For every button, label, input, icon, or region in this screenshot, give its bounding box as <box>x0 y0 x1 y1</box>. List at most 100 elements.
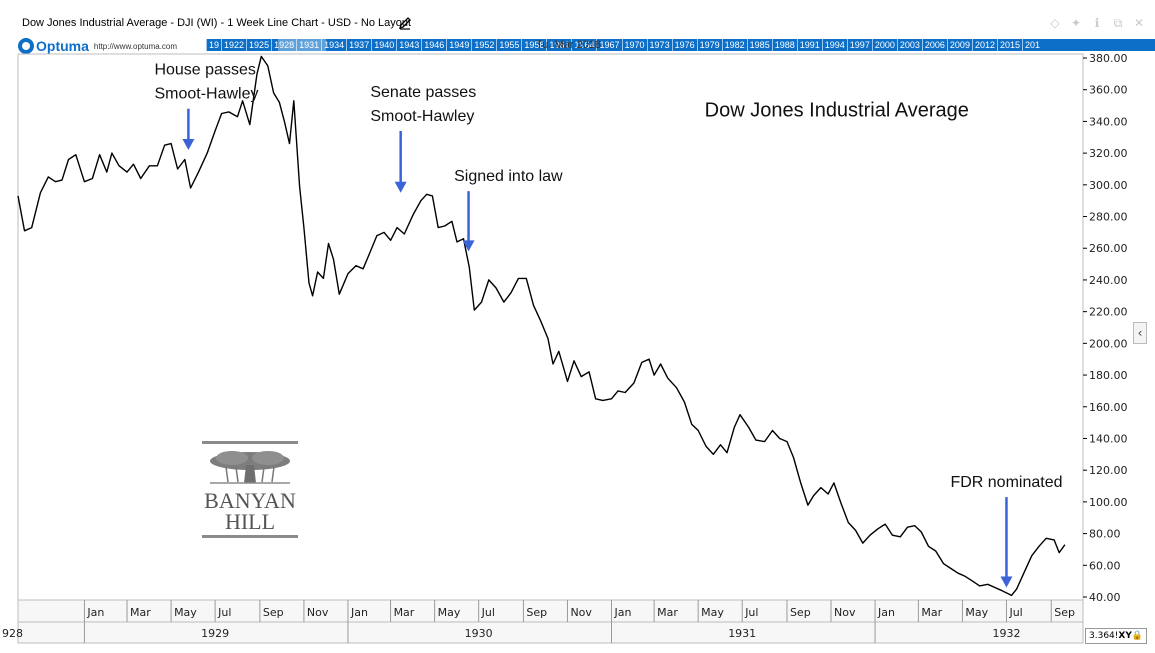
logo-rule-bottom <box>202 535 298 538</box>
annotation-arrow-head <box>394 181 407 193</box>
scale-box[interactable]: 3.364! XY 🔒 <box>1085 628 1147 644</box>
timeline-year[interactable]: 1946 <box>421 39 446 51</box>
restore-icon[interactable]: ⧉ <box>1113 16 1123 30</box>
year-label: 1932 <box>992 627 1020 640</box>
y-tick-label: 220.00 <box>1089 306 1128 319</box>
y-tick-label: 300.00 <box>1089 179 1128 192</box>
timeline-year[interactable]: 1928 <box>271 39 296 51</box>
timeline-year[interactable]: 1961 <box>546 39 571 51</box>
pencil-icon[interactable] <box>398 16 412 30</box>
timeline-year[interactable]: 1952 <box>471 39 496 51</box>
year-label: 1931 <box>728 627 756 640</box>
timeline-year[interactable]: 2015 <box>996 39 1022 51</box>
timeline-year[interactable]: 1982 <box>721 39 747 51</box>
timeline-year[interactable]: 1922 <box>221 39 246 51</box>
y-tick-label: 380.00 <box>1089 52 1128 65</box>
scale-value: 3.364! <box>1089 631 1119 641</box>
x-tick-label: Jul <box>481 606 495 619</box>
tree-icon <box>210 451 290 484</box>
y-tick-label: 360.00 <box>1089 84 1128 97</box>
y-tick-label: 240.00 <box>1089 274 1128 287</box>
timeline-year[interactable]: 1991 <box>796 39 822 51</box>
timeline-year[interactable]: 1973 <box>646 39 672 51</box>
logo-rule-top <box>202 441 298 444</box>
timeline-year[interactable]: 2003 <box>896 39 922 51</box>
timeline-year[interactable]: 2000 <box>871 39 897 51</box>
x-tick-label: Mar <box>921 606 942 619</box>
timeline-year[interactable]: 1925 <box>246 39 271 51</box>
logo-text-banyan: BANYAN <box>204 488 296 513</box>
y-tick-label: 200.00 <box>1089 337 1128 350</box>
timeline-years: 19 1922 1925 1928 1931 1934 1937 1940 1943 1946 19… <box>206 39 1155 51</box>
x-tick-label: May <box>701 606 724 619</box>
x-tick-label: Mar <box>394 606 415 619</box>
timeline-year[interactable]: 1979 <box>696 39 722 51</box>
timeline-year[interactable]: 1976 <box>671 39 697 51</box>
window-controls: ◇ ✦ ℹ ⧉ ✕ <box>1049 16 1145 31</box>
info-icon[interactable]: ℹ <box>1094 16 1100 30</box>
x-tick-label: Sep <box>263 606 284 619</box>
x-tick-label: Jan <box>877 606 895 619</box>
timeline-year[interactable]: 19 <box>206 39 221 51</box>
timeline-year[interactable]: 1958 <box>521 39 546 51</box>
x-tick-label: Nov <box>834 606 856 619</box>
lock-icon[interactable]: 🔒 <box>1131 631 1144 641</box>
timeline-year[interactable]: 1949 <box>446 39 471 51</box>
logo-text-hill: HILL <box>224 509 276 534</box>
timeline-year[interactable]: 1934 <box>321 39 346 51</box>
y-tick-label: 140.00 <box>1089 432 1128 445</box>
x-axis-years-band <box>17 621 1084 644</box>
timeline-year[interactable]: 1988 <box>771 39 797 51</box>
x-tick-label: Jan <box>350 606 368 619</box>
x-tick-label: Sep <box>790 606 811 619</box>
y-tick-label: 280.00 <box>1089 211 1128 224</box>
x-tick-label: Nov <box>307 606 329 619</box>
timeline-year[interactable]: 1964 <box>571 39 596 51</box>
series-line[interactable] <box>17 55 1066 597</box>
timeline-year[interactable]: 1967 <box>596 39 621 51</box>
year-label: 1929 <box>201 627 229 640</box>
timeline-year[interactable]: 1997 <box>846 39 872 51</box>
xy-toggle[interactable]: XY <box>1118 631 1132 641</box>
annotation-label: Senate passes <box>370 84 476 101</box>
brand-url[interactable]: http://www.optuma.com <box>93 41 178 51</box>
x-tick-label: Nov <box>570 606 592 619</box>
annotation-label: Signed into law <box>454 168 563 185</box>
annotation-label: FDR nominated <box>950 474 1062 491</box>
timeline-year[interactable]: 2006 <box>921 39 947 51</box>
brand-name: Optuma <box>36 38 89 54</box>
year-label: 1930 <box>465 627 493 640</box>
annotation-arrow-head <box>462 240 475 252</box>
x-tick-label: May <box>174 606 197 619</box>
timeline-year[interactable]: 1931 <box>296 39 321 51</box>
timeline-year[interactable]: 2009 <box>946 39 972 51</box>
pin-icon[interactable]: ✦ <box>1070 16 1082 30</box>
x-tick-label: Jul <box>1008 606 1022 619</box>
optuma-logo-icon <box>18 38 34 54</box>
plot-frame <box>17 53 1084 601</box>
timeline-year[interactable]: 201 <box>1022 39 1042 51</box>
timeline-year[interactable]: 1994 <box>821 39 847 51</box>
annotation-arrow-head <box>182 138 195 150</box>
y-tick-label: 100.00 <box>1089 496 1128 509</box>
timeline-selection[interactable] <box>278 39 326 51</box>
y-tick-label: 120.00 <box>1089 464 1128 477</box>
timeline-year[interactable]: 1943 <box>396 39 421 51</box>
diamond-icon[interactable]: ◇ <box>1050 16 1060 30</box>
x-tick-label: May <box>438 606 461 619</box>
timeline-year[interactable]: 2012 <box>971 39 997 51</box>
timeline-year[interactable]: 1937 <box>346 39 371 51</box>
timeline-year[interactable]: 1940 <box>371 39 396 51</box>
chart-title-bar: Dow Jones Industrial Average - DJI (WI) … <box>22 17 412 29</box>
timeline-year[interactable]: 1955 <box>496 39 521 51</box>
y-tick-label: 80.00 <box>1089 528 1121 541</box>
x-tick-label: Sep <box>1054 606 1075 619</box>
timeline-year[interactable]: 1985 <box>746 39 772 51</box>
x-tick-label: Jan <box>614 606 632 619</box>
y-tick-label: 60.00 <box>1089 559 1121 572</box>
collapse-panel-button[interactable]: ‹ <box>1133 322 1147 344</box>
timeline-navigator[interactable]: 19 1922 1925 1928 1931 1934 1937 1940 1943 1946 19… <box>206 39 1155 51</box>
timeline-year[interactable]: 1970 <box>621 39 647 51</box>
close-icon[interactable]: ✕ <box>1133 16 1145 30</box>
